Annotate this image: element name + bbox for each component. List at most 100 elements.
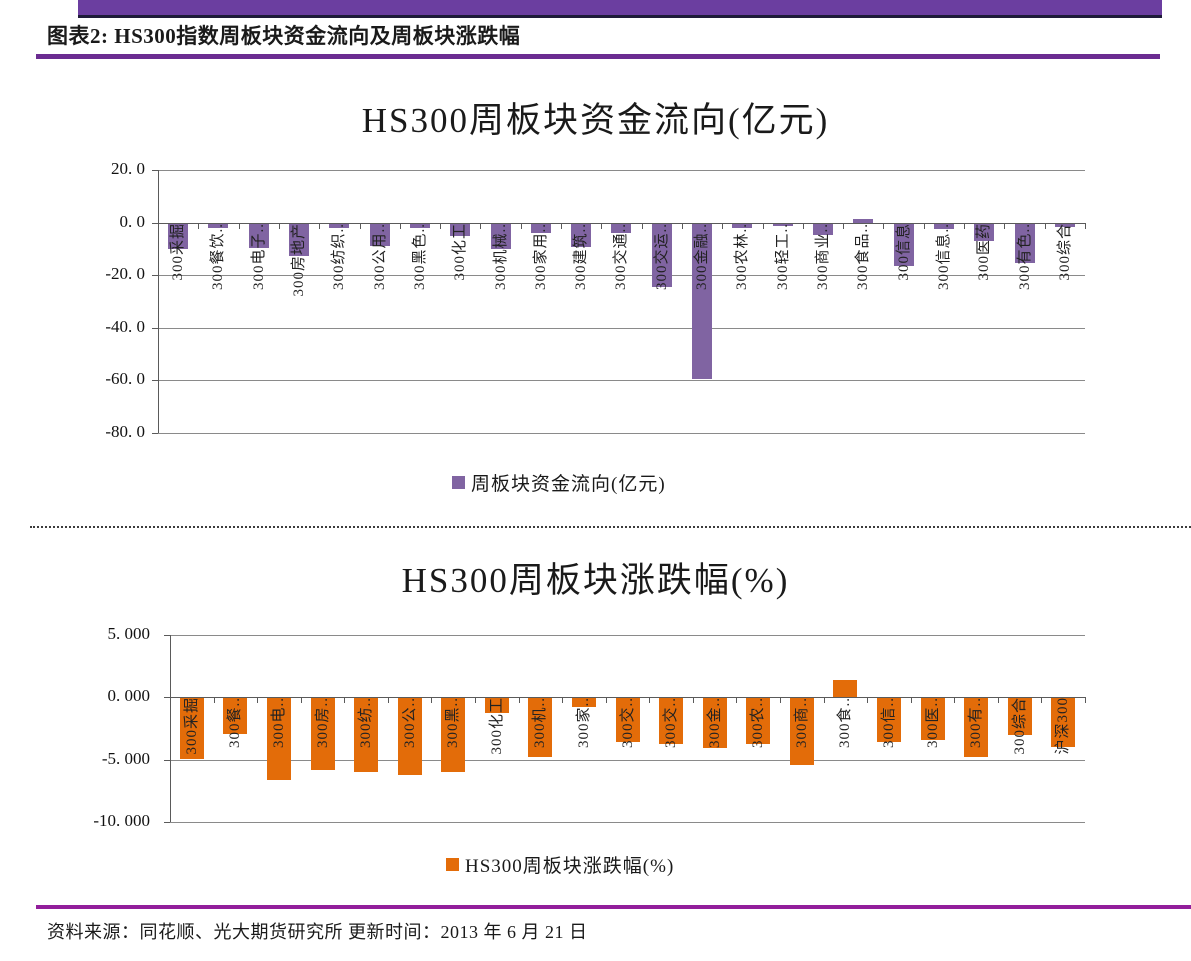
y-axis-label: -60. 0 <box>105 369 145 388</box>
category-tick <box>682 223 683 229</box>
category-tick <box>344 697 345 703</box>
category-tick <box>170 697 171 703</box>
chart1-legend: 周板块资金流向(亿元) <box>452 469 666 496</box>
chart2-plot: 5. 000 0. 000 -5. 000 -10. 000 300采掘 300餐.. 30… <box>93 624 1086 830</box>
bar <box>1055 224 1075 227</box>
bar <box>311 698 335 770</box>
category-label: 300商.. <box>794 697 810 749</box>
bar <box>572 698 596 707</box>
category-label: 300化工 <box>489 697 505 755</box>
y-axis-label: -5. 000 <box>101 749 150 768</box>
chart2-legend-label: HS300周板块涨跌幅(%) <box>465 856 675 877</box>
bar <box>894 224 914 266</box>
chart2-legend: HS300周板块涨跌幅(%) <box>446 851 674 878</box>
legend-marker-orange-icon <box>446 858 459 871</box>
category-tick <box>301 697 302 703</box>
bar <box>703 698 727 748</box>
bar <box>813 224 833 235</box>
chart1-plot: 20. 0 0. 0 -20. 0 -40. 0 -60. 0 -80. 0 300采掘 30… <box>105 159 1086 441</box>
chart1-legend-label: 周板块资金流向(亿元) <box>471 474 666 495</box>
category-tick <box>519 697 520 703</box>
category-label: 300金融.. <box>694 223 710 291</box>
y-axis-tick <box>164 697 170 698</box>
category-label: 300食品.. <box>855 223 871 291</box>
gridline <box>170 697 1085 698</box>
category-tick <box>257 697 258 703</box>
category-tick <box>214 697 215 703</box>
bar <box>652 224 672 287</box>
bar <box>249 224 269 248</box>
gridline <box>158 328 1085 329</box>
category-tick <box>561 223 562 229</box>
bar <box>485 698 509 713</box>
category-tick <box>780 697 781 703</box>
bar <box>208 224 228 228</box>
category-tick <box>601 223 602 229</box>
category-label: 300黑色.. <box>412 223 428 291</box>
gridline <box>170 635 1085 636</box>
gridline <box>170 822 1085 823</box>
source-note: 资料来源：同花顺、光大期货研究所 更新时间：2013 年 6 月 21 日 <box>47 922 588 942</box>
category-tick <box>722 223 723 229</box>
category-label: 300电.. <box>271 697 287 749</box>
category-label: 300金.. <box>707 697 723 749</box>
category-tick <box>279 223 280 229</box>
figure-caption: 图表2: HS300指数周板块资金流向及周板块涨跌幅 <box>47 24 521 48</box>
category-label: 300有色.. <box>1017 223 1033 291</box>
bar <box>833 680 857 697</box>
y-axis-tick <box>152 328 158 329</box>
category-tick <box>649 697 650 703</box>
y-axis-label: 0. 0 <box>119 212 146 231</box>
gridline <box>158 223 1085 224</box>
legend-marker-purple-icon <box>452 476 465 489</box>
category-label: 300农林.. <box>734 223 750 291</box>
section-divider <box>30 526 1191 528</box>
category-label: 300家.. <box>576 697 592 749</box>
category-tick <box>964 223 965 229</box>
category-tick <box>1085 697 1086 703</box>
category-label: 300餐.. <box>227 697 243 749</box>
y-axis-tick <box>164 760 170 761</box>
y-axis-label: -20. 0 <box>105 264 145 283</box>
category-tick <box>480 223 481 229</box>
bar <box>354 698 378 772</box>
category-label: 300有.. <box>968 697 984 749</box>
category-tick <box>198 223 199 229</box>
category-tick <box>440 223 441 229</box>
category-label: 300采掘 <box>170 223 186 281</box>
category-label: 300综合 <box>1012 697 1028 755</box>
category-label: 300公用.. <box>372 223 388 291</box>
category-label: 300公.. <box>402 697 418 749</box>
gridline <box>170 760 1085 761</box>
y-axis-label: 20. 0 <box>111 159 145 178</box>
category-label: 300商业.. <box>815 223 831 291</box>
category-label: 300机械.. <box>493 223 509 291</box>
bar <box>964 698 988 757</box>
y-axis-line <box>158 170 159 433</box>
bar <box>1008 698 1032 735</box>
bar <box>370 224 390 246</box>
category-tick <box>883 223 884 229</box>
y-axis-label: 0. 000 <box>107 686 151 705</box>
category-label: 300农.. <box>750 697 766 749</box>
bar <box>746 698 770 744</box>
category-label: 300交通.. <box>613 223 629 291</box>
bar <box>773 224 793 226</box>
bar <box>450 224 470 236</box>
chart2-title: HS300周板块涨跌幅(%) <box>401 561 790 600</box>
category-label: 300交.. <box>620 697 636 749</box>
bar <box>329 224 349 228</box>
category-label: 300轻工.. <box>775 223 791 291</box>
bar <box>790 698 814 765</box>
category-tick <box>606 697 607 703</box>
category-tick <box>954 697 955 703</box>
category-tick <box>642 223 643 229</box>
category-tick <box>319 223 320 229</box>
category-label: 300机.. <box>532 697 548 749</box>
category-label: 300综合 <box>1057 223 1073 281</box>
bar <box>168 224 188 249</box>
category-tick <box>521 223 522 229</box>
category-tick <box>824 697 825 703</box>
category-label: 300黑.. <box>445 697 461 749</box>
category-tick <box>400 223 401 229</box>
